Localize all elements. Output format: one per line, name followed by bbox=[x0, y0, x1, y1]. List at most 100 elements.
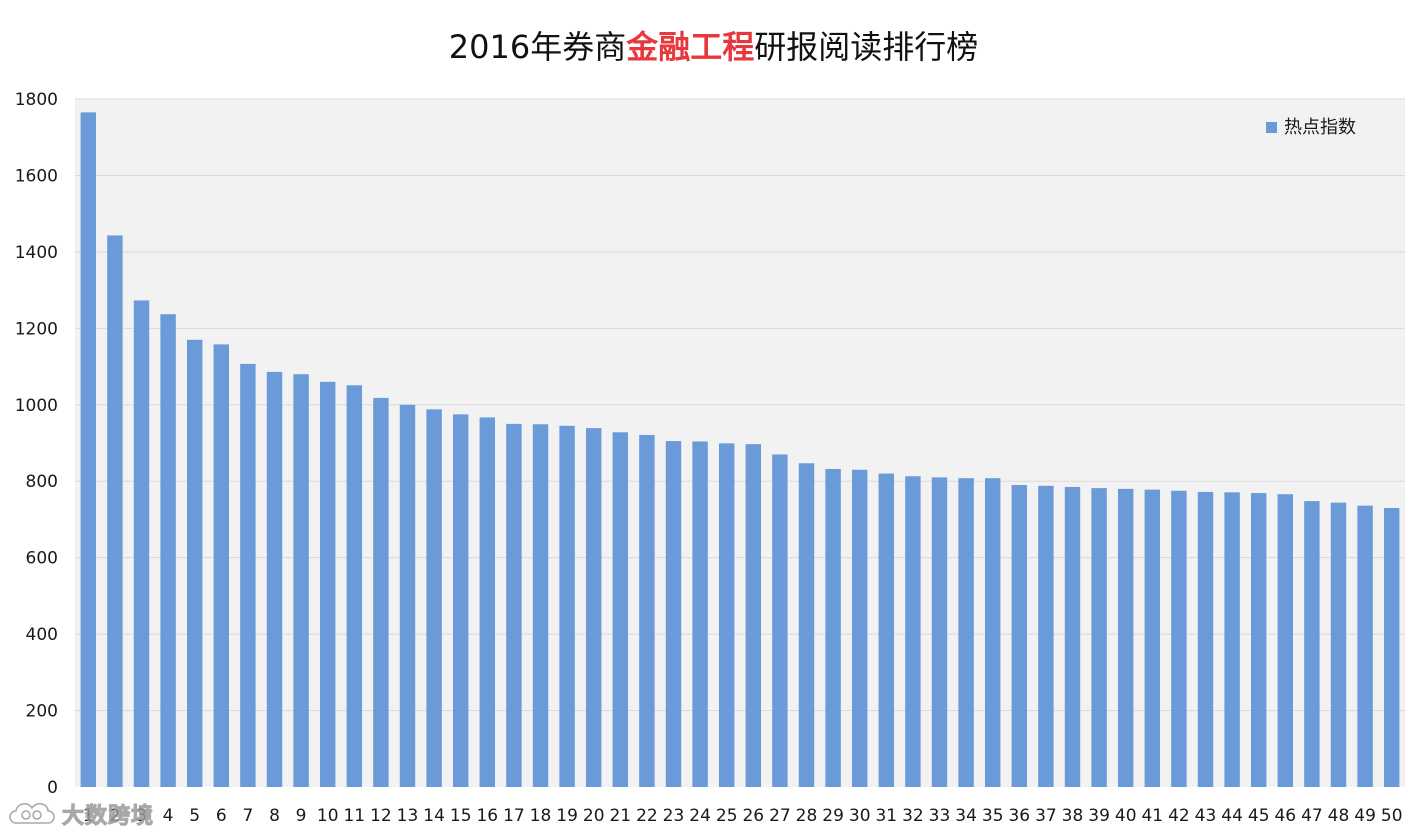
x-tick-label: 27 bbox=[769, 806, 791, 826]
x-tick-label: 10 bbox=[317, 806, 339, 826]
bar-36 bbox=[1011, 485, 1028, 787]
x-tick-label: 24 bbox=[689, 806, 711, 826]
x-tick-label: 34 bbox=[955, 806, 977, 826]
bar-43 bbox=[1197, 491, 1214, 787]
x-tick-label: 46 bbox=[1274, 806, 1296, 826]
x-tick-label: 26 bbox=[742, 806, 764, 826]
bars bbox=[80, 112, 1400, 787]
bar-14 bbox=[426, 409, 442, 787]
y-tick-label: 400 bbox=[26, 625, 58, 645]
bar-18 bbox=[532, 424, 549, 787]
chart-title: 2016年券商金融工程研报阅读排行榜 bbox=[0, 22, 1427, 68]
bar-49 bbox=[1357, 505, 1373, 787]
x-tick-label: 7 bbox=[242, 806, 253, 826]
bar-16 bbox=[479, 417, 496, 787]
bar-12 bbox=[373, 397, 389, 787]
x-tick-label: 41 bbox=[1141, 806, 1163, 826]
bar-3 bbox=[133, 300, 150, 787]
bar-29 bbox=[825, 468, 841, 787]
x-tick-label: 13 bbox=[397, 806, 419, 826]
x-tick-label: 48 bbox=[1328, 806, 1350, 826]
x-tick-label: 12 bbox=[370, 806, 392, 826]
bar-10 bbox=[319, 381, 336, 787]
x-tick-label: 22 bbox=[636, 806, 658, 826]
bar-26 bbox=[745, 444, 762, 787]
bar-2 bbox=[107, 235, 123, 787]
x-tick-label: 18 bbox=[530, 806, 552, 826]
x-tick-label: 47 bbox=[1301, 806, 1323, 826]
bar-27 bbox=[772, 454, 788, 787]
y-tick-label: 1200 bbox=[15, 319, 58, 339]
bar-20 bbox=[585, 428, 602, 787]
x-tick-label: 33 bbox=[929, 806, 951, 826]
x-tick-label: 23 bbox=[663, 806, 685, 826]
x-tick-label: 25 bbox=[716, 806, 738, 826]
bar-22 bbox=[639, 434, 655, 787]
x-tick-label: 1 bbox=[83, 806, 94, 826]
x-tick-label: 11 bbox=[343, 806, 365, 826]
x-tick-label: 6 bbox=[216, 806, 227, 826]
bar-30 bbox=[851, 469, 868, 787]
bar-39 bbox=[1091, 488, 1107, 787]
legend-swatch bbox=[1266, 122, 1277, 133]
y-tick-label: 1800 bbox=[15, 90, 58, 110]
bar-7 bbox=[240, 363, 256, 787]
x-tick-label: 20 bbox=[583, 806, 605, 826]
x-tick-label: 29 bbox=[822, 806, 844, 826]
bar-47 bbox=[1304, 501, 1320, 787]
bar-38 bbox=[1064, 486, 1081, 787]
y-tick-label: 1600 bbox=[15, 166, 58, 186]
x-tick-label: 36 bbox=[1008, 806, 1030, 826]
bar-40 bbox=[1117, 488, 1134, 787]
bar-15 bbox=[452, 414, 469, 787]
x-tick-label: 8 bbox=[269, 806, 280, 826]
bar-35 bbox=[984, 478, 1001, 787]
x-tick-label: 3 bbox=[136, 806, 147, 826]
title-part-1: 2016年券商 bbox=[448, 28, 627, 66]
watermark: 大数跨境 bbox=[6, 797, 154, 831]
bar-1 bbox=[80, 112, 97, 787]
bar-42 bbox=[1171, 490, 1187, 787]
x-tick-label: 38 bbox=[1062, 806, 1084, 826]
bar-33 bbox=[931, 477, 948, 787]
x-tick-label: 43 bbox=[1195, 806, 1217, 826]
y-tick-label: 0 bbox=[47, 778, 58, 798]
bar-8 bbox=[266, 371, 283, 787]
x-tick-label: 30 bbox=[849, 806, 871, 826]
x-tick-label: 5 bbox=[189, 806, 200, 826]
bar-44 bbox=[1224, 492, 1240, 787]
x-tick-label: 31 bbox=[875, 806, 897, 826]
x-tick-label: 45 bbox=[1248, 806, 1270, 826]
x-tick-label: 17 bbox=[503, 806, 525, 826]
bar-25 bbox=[718, 443, 735, 787]
x-tick-label: 49 bbox=[1354, 806, 1376, 826]
y-axis-ticks: 0 200 400 600 800 1000 1200 1400 1600 1800 bbox=[15, 90, 58, 798]
watermark-text: 大数跨境 bbox=[61, 804, 155, 830]
bar-34 bbox=[958, 478, 974, 787]
bar-4 bbox=[160, 314, 176, 787]
x-tick-label: 42 bbox=[1168, 806, 1190, 826]
x-tick-label: 39 bbox=[1088, 806, 1110, 826]
legend-label: 热点指数 bbox=[1284, 117, 1356, 138]
y-tick-label: 200 bbox=[26, 702, 58, 722]
bar-28 bbox=[798, 463, 815, 787]
bar-50 bbox=[1383, 507, 1400, 787]
y-tick-label: 600 bbox=[26, 549, 58, 569]
x-tick-label: 16 bbox=[476, 806, 498, 826]
x-tick-label: 40 bbox=[1115, 806, 1137, 826]
bar-48 bbox=[1330, 502, 1347, 787]
title-part-3: 研报阅读排行榜 bbox=[754, 28, 979, 66]
legend: 热点指数 bbox=[1266, 117, 1356, 138]
bar-9 bbox=[293, 374, 309, 787]
y-tick-label: 1400 bbox=[15, 243, 58, 263]
bar-21 bbox=[612, 432, 629, 787]
x-tick-label: 14 bbox=[423, 806, 445, 826]
x-tick-label: 28 bbox=[796, 806, 818, 826]
bar-24 bbox=[692, 441, 708, 787]
bar-32 bbox=[905, 476, 921, 787]
x-tick-label: 32 bbox=[902, 806, 924, 826]
x-tick-label: 2 bbox=[109, 806, 120, 826]
bar-23 bbox=[665, 441, 682, 787]
x-tick-label: 37 bbox=[1035, 806, 1057, 826]
